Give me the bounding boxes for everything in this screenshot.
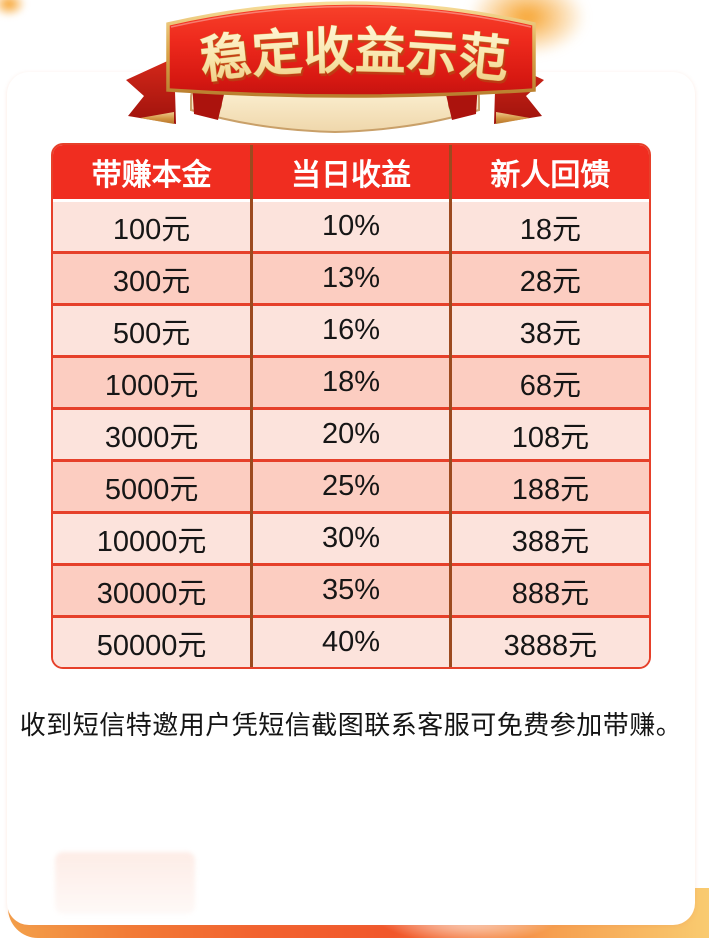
banner-glow-left — [0, 0, 26, 17]
ribbon-band — [166, 1, 536, 98]
cell-newcomer-bonus: 888元 — [448, 563, 649, 617]
footer-note: 收到短信特邀用户凭短信截图联系客服可免费参加带赚。 — [19, 710, 683, 740]
cell-daily-yield: 18% — [250, 355, 451, 409]
cell-daily-yield: 13% — [250, 251, 451, 305]
table-row: 50000元 40% 3888元 — [53, 615, 649, 667]
table-row: 1000元 18% 68元 — [53, 355, 649, 409]
table-row: 30000元 35% 888元 — [53, 563, 649, 617]
cell-principal: 3000元 — [53, 407, 252, 461]
table-row: 3000元 20% 108元 — [53, 407, 649, 461]
ribbon-tail-left — [126, 58, 176, 124]
watermark-smudge — [55, 852, 195, 914]
table-row: 100元 10% 18元 — [53, 199, 649, 253]
cell-daily-yield: 40% — [250, 615, 451, 667]
column-header-daily-yield: 当日收益 — [250, 145, 451, 201]
cell-newcomer-bonus: 3888元 — [448, 615, 649, 667]
column-header-principal: 带赚本金 — [53, 145, 252, 201]
table-row: 500元 16% 38元 — [53, 303, 649, 357]
cell-principal: 100元 — [53, 199, 252, 253]
cell-principal: 5000元 — [53, 459, 252, 513]
ribbon-banner: 稳定收益示范 — [126, 1, 544, 134]
cell-principal: 50000元 — [53, 615, 252, 667]
table-row: 300元 13% 28元 — [53, 251, 649, 305]
pricing-table: 带赚本金 当日收益 新人回馈 100元 10% 18元 300元 13% 28元… — [51, 143, 651, 669]
cell-newcomer-bonus: 188元 — [448, 459, 649, 513]
cell-newcomer-bonus: 68元 — [448, 355, 649, 409]
cell-newcomer-bonus: 108元 — [448, 407, 649, 461]
cell-principal: 10000元 — [53, 511, 252, 565]
cell-principal: 1000元 — [53, 355, 252, 409]
cell-daily-yield: 25% — [250, 459, 451, 513]
content-card: 带赚本金 当日收益 新人回馈 100元 10% 18元 300元 13% 28元… — [7, 72, 695, 925]
cell-principal: 500元 — [53, 303, 252, 357]
cell-newcomer-bonus: 38元 — [448, 303, 649, 357]
cell-newcomer-bonus: 28元 — [448, 251, 649, 305]
cell-daily-yield: 35% — [250, 563, 451, 617]
cell-newcomer-bonus: 18元 — [448, 199, 649, 253]
table-row: 5000元 25% 188元 — [53, 459, 649, 513]
cell-newcomer-bonus: 388元 — [448, 511, 649, 565]
column-header-newcomer-bonus: 新人回馈 — [448, 145, 649, 201]
table-row: 10000元 30% 388元 — [53, 511, 649, 565]
cell-principal: 300元 — [53, 251, 252, 305]
cell-daily-yield: 30% — [250, 511, 451, 565]
cell-principal: 30000元 — [53, 563, 252, 617]
cell-daily-yield: 10% — [250, 199, 451, 253]
cell-daily-yield: 20% — [250, 407, 451, 461]
cell-daily-yield: 16% — [250, 303, 451, 357]
table-header-row: 带赚本金 当日收益 新人回馈 — [53, 145, 649, 201]
